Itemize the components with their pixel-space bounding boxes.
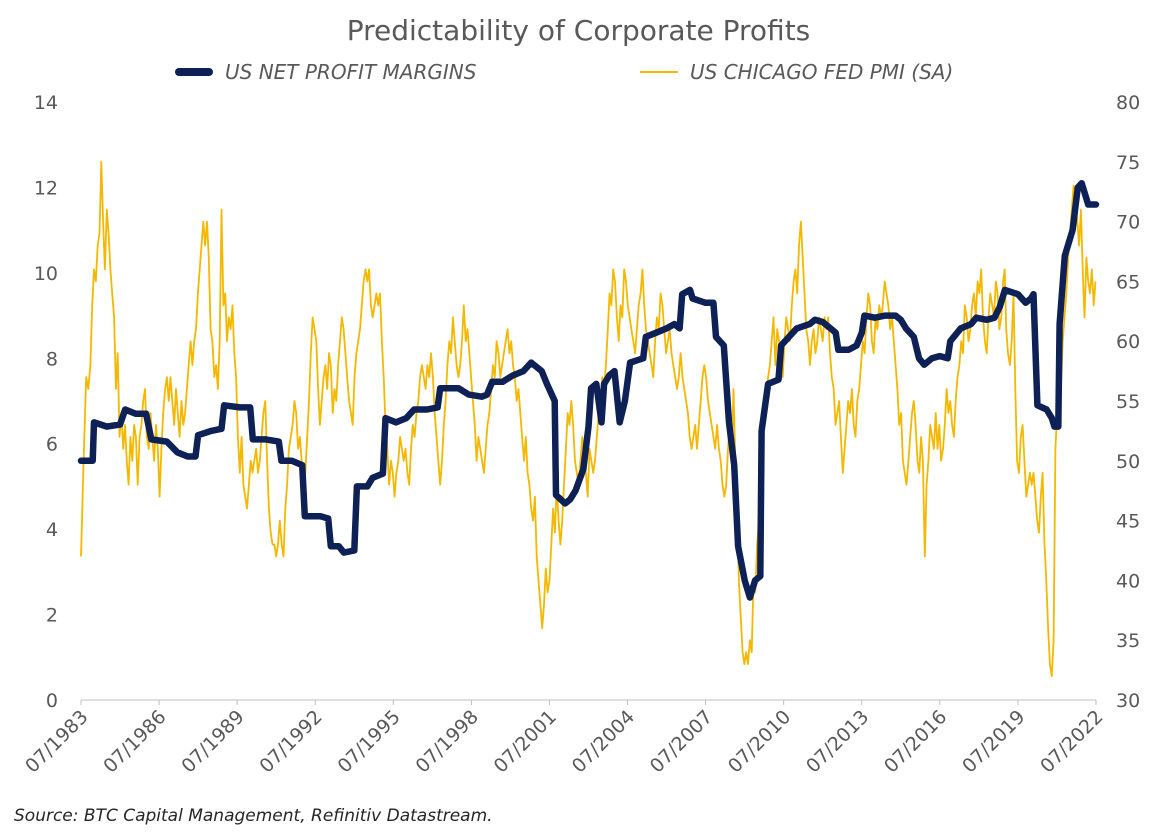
y-left-tick-label: 10 bbox=[34, 263, 58, 285]
x-tick-label: 07/2019 bbox=[958, 706, 1029, 777]
y-left-tick-label: 2 bbox=[46, 605, 58, 627]
y-right-tick-label: 80 bbox=[1116, 92, 1140, 114]
y-left-tick-label: 12 bbox=[34, 177, 58, 199]
y-right-tick-label: 40 bbox=[1116, 570, 1140, 592]
series-group bbox=[77, 160, 1100, 677]
x-tick-label: 07/1998 bbox=[412, 706, 483, 777]
y-right-tick-label: 50 bbox=[1116, 451, 1140, 473]
chart-title: Predictability of Corporate Profits bbox=[346, 14, 811, 47]
x-tick-label: 07/2010 bbox=[724, 706, 795, 777]
x-tick-label: 07/1995 bbox=[333, 706, 404, 777]
y-right-tick-label: 75 bbox=[1116, 152, 1140, 174]
y-right-tick-label: 55 bbox=[1116, 391, 1140, 413]
x-tick-label: 07/2007 bbox=[646, 706, 717, 777]
y-right-tick-label: 70 bbox=[1116, 212, 1140, 234]
legend-label-profit-margins: US NET PROFIT MARGINS bbox=[225, 60, 477, 84]
x-tick-label: 07/2004 bbox=[568, 706, 639, 777]
x-tick-label: 07/1986 bbox=[99, 706, 170, 777]
x-tick-label: 07/2013 bbox=[802, 706, 873, 777]
y-axis-right-ticks: 30 35 40 45 50 55 60 65 70 75 80 bbox=[1116, 92, 1140, 712]
x-tick-label: 07/2001 bbox=[490, 706, 561, 777]
legend-swatch-navy bbox=[175, 68, 213, 76]
x-tick-label: 07/1992 bbox=[255, 706, 326, 777]
y-axis-left-ticks: 0 2 4 6 8 10 12 14 bbox=[34, 92, 58, 712]
y-left-tick-label: 4 bbox=[46, 519, 58, 541]
y-left-tick-label: 8 bbox=[46, 348, 58, 370]
legend-item-chicago-pmi: US CHICAGO FED PMI (SA) bbox=[640, 60, 953, 84]
x-tick-label: 07/2016 bbox=[880, 706, 951, 777]
y-right-tick-label: 65 bbox=[1116, 271, 1140, 293]
y-right-tick-label: 30 bbox=[1116, 690, 1140, 712]
x-tick-label: 07/1983 bbox=[21, 706, 92, 777]
y-left-tick-label: 6 bbox=[46, 434, 58, 456]
x-axis-ticks: 07/1983 07/1986 07/1989 07/1992 07/1995 07/19… bbox=[21, 700, 1108, 777]
legend-label-chicago-pmi: US CHICAGO FED PMI (SA) bbox=[690, 60, 954, 84]
legend-swatch-gold bbox=[640, 71, 678, 73]
y-left-tick-label: 14 bbox=[34, 92, 58, 114]
chart-legend: US NET PROFIT MARGINS US CHICAGO FED PMI… bbox=[0, 60, 1157, 90]
series-line-profit-margins bbox=[77, 179, 1100, 601]
y-left-tick-label: 0 bbox=[46, 690, 58, 712]
source-note: Source: BTC Capital Management, Refiniti… bbox=[14, 806, 493, 826]
y-right-tick-label: 35 bbox=[1116, 630, 1140, 652]
y-right-tick-label: 45 bbox=[1116, 511, 1140, 533]
y-right-tick-label: 60 bbox=[1116, 331, 1140, 353]
series-line-chicago-pmi bbox=[80, 160, 1097, 677]
x-tick-label: 07/1989 bbox=[177, 706, 248, 777]
x-tick-label: 07/2022 bbox=[1036, 706, 1107, 777]
legend-item-profit-margins: US NET PROFIT MARGINS bbox=[175, 60, 476, 84]
